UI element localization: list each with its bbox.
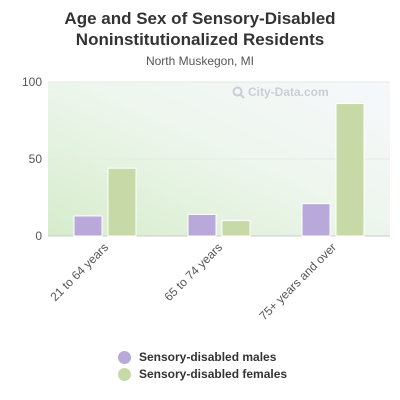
legend-label-females: Sensory-disabled females bbox=[139, 367, 288, 381]
y-tick-label: 0 bbox=[35, 229, 42, 243]
legend: Sensory-disabled males Sensory-disabled … bbox=[118, 349, 287, 383]
chart-title: Age and Sex of Sensory-Disabled Noninsti… bbox=[64, 9, 336, 49]
bar-females-2 bbox=[335, 103, 365, 237]
bar-females-1 bbox=[221, 220, 251, 237]
chart-subtitle: North Muskegon, MI bbox=[145, 54, 255, 68]
x-tick-label: 21 to 64 years bbox=[47, 240, 111, 304]
y-tick-label: 100 bbox=[22, 75, 42, 89]
legend-item-females: Sensory-disabled females bbox=[118, 366, 287, 382]
legend-swatch-males bbox=[118, 350, 131, 364]
bar-males-2 bbox=[301, 203, 331, 237]
x-tick-label: 75+ years and over bbox=[256, 240, 339, 323]
watermark: City-Data.com bbox=[232, 85, 329, 99]
legend-label-males: Sensory-disabled males bbox=[139, 350, 277, 364]
legend-item-males: Sensory-disabled males bbox=[118, 349, 287, 365]
legend-swatch-females bbox=[118, 367, 131, 381]
magnifier-icon bbox=[232, 86, 245, 99]
bar-males-0 bbox=[73, 215, 103, 237]
bar-males-1 bbox=[187, 213, 217, 237]
x-tick-label: 65 to 74 years bbox=[161, 240, 225, 304]
bar-females-0 bbox=[107, 167, 137, 237]
watermark-text: City-Data.com bbox=[248, 85, 329, 99]
y-tick-label: 50 bbox=[29, 152, 43, 166]
